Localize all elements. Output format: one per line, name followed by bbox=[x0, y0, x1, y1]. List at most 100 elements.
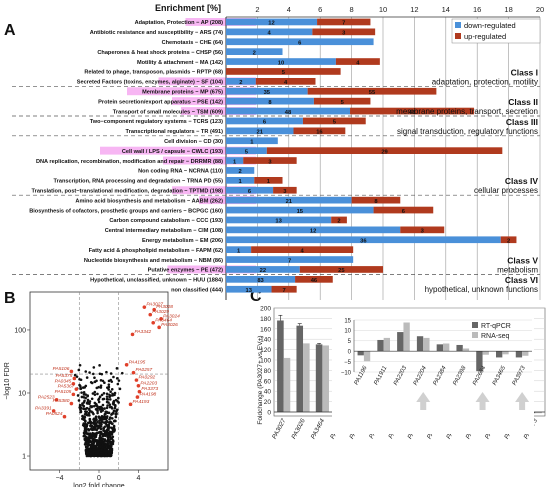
bar-down-regulated bbox=[226, 216, 332, 224]
volcano-point bbox=[105, 440, 109, 443]
bar-rna-seq bbox=[322, 345, 329, 412]
volcano-point bbox=[92, 366, 96, 369]
bar-up-regulated bbox=[302, 117, 366, 125]
volcano-point bbox=[88, 419, 92, 423]
volcano-point bbox=[113, 406, 117, 410]
class-name: Class III bbox=[506, 117, 538, 127]
bar-rna-seq bbox=[283, 357, 291, 412]
bar-count-label-down: 2 bbox=[253, 50, 256, 56]
category-label: Transcription, RNA processing and degrad… bbox=[54, 179, 224, 185]
significant-point bbox=[72, 376, 77, 381]
volcano-point bbox=[83, 413, 87, 416]
point-label: PA3027 bbox=[146, 302, 163, 308]
point-label: PA4193 bbox=[133, 399, 150, 405]
volcano-point bbox=[83, 431, 86, 434]
volcano-point bbox=[109, 372, 113, 375]
volcano-point bbox=[97, 416, 101, 419]
point-label: PA3028 bbox=[156, 304, 173, 310]
inset-bar-rt-qpcr bbox=[436, 344, 443, 352]
volcano-point bbox=[105, 415, 109, 419]
volcano-point bbox=[82, 407, 85, 411]
bar-count-label-down: 1 bbox=[237, 248, 241, 254]
volcano-point bbox=[92, 420, 96, 424]
category-label: Transport of small molecules − TSM (609) bbox=[113, 109, 223, 115]
category-label: Adaptation, Protection − AP (208) bbox=[135, 20, 224, 26]
volcano-point bbox=[104, 452, 108, 455]
volcano-point bbox=[98, 395, 102, 399]
volcano-point bbox=[73, 373, 77, 377]
bar-down-regulated bbox=[226, 127, 294, 135]
volcano-point bbox=[101, 415, 105, 419]
bar-count-label-down: 36 bbox=[360, 239, 367, 245]
volcano-point bbox=[96, 411, 99, 415]
bar-count-label-down: 6 bbox=[248, 189, 252, 195]
volcano-point bbox=[80, 395, 84, 399]
volcano-point bbox=[80, 391, 83, 394]
y-tick-label: 20 bbox=[264, 399, 272, 406]
volcano-point bbox=[114, 398, 118, 402]
bar-count-label-down: 21 bbox=[257, 130, 264, 136]
bar-up-regulated bbox=[500, 236, 517, 244]
y-tick-label: 40 bbox=[264, 389, 272, 396]
bar-down-regulated bbox=[226, 38, 374, 46]
bar-count-label-up: 16 bbox=[316, 130, 323, 136]
category-label: Putative enzymes − PE (472) bbox=[148, 268, 224, 274]
volcano-point bbox=[110, 387, 114, 391]
volcano-point bbox=[78, 377, 81, 381]
class-name: Class VI bbox=[505, 275, 538, 285]
volcano-point bbox=[88, 371, 91, 374]
inset-pointer-arrow bbox=[416, 392, 431, 410]
category-label: Antibiotic resistance and susceptibility… bbox=[90, 30, 223, 36]
significant-point bbox=[69, 401, 74, 406]
volcano-point bbox=[105, 392, 109, 396]
volcano-point bbox=[107, 388, 110, 391]
volcano-point bbox=[112, 409, 116, 413]
volcano-point bbox=[110, 449, 114, 453]
volcano-point bbox=[91, 433, 94, 436]
class-description: adaptation, protection, motility bbox=[432, 77, 538, 86]
inset-y-tick-label: −5 bbox=[344, 360, 352, 366]
bar-count-label-up: 3 bbox=[421, 229, 425, 235]
volcano-point bbox=[92, 453, 95, 457]
panel-b-letter: B bbox=[4, 290, 16, 307]
y-tick-label: 10 bbox=[18, 390, 26, 397]
inset-pointer-arrow bbox=[475, 392, 490, 410]
x-tick-label: 20 bbox=[536, 5, 544, 14]
label-highlight bbox=[181, 107, 256, 115]
volcano-point bbox=[96, 452, 99, 455]
inset-bar-rna-seq bbox=[482, 351, 489, 355]
volcano-point bbox=[97, 439, 101, 442]
bar-count-label-up: 3 bbox=[283, 189, 287, 195]
volcano-point bbox=[96, 409, 99, 413]
bar-up-regulated bbox=[295, 276, 333, 283]
class-name: Class II bbox=[508, 97, 538, 107]
category-label: DNA replication, recombination, modifica… bbox=[36, 159, 223, 165]
bar-count-label-up: 2 bbox=[337, 219, 340, 225]
volcano-point bbox=[87, 411, 91, 415]
volcano-point bbox=[109, 398, 112, 401]
bar-rt-qpcr bbox=[296, 325, 304, 412]
significant-point bbox=[128, 402, 133, 407]
volcano-point bbox=[97, 398, 100, 402]
bar-count-label-down: 1 bbox=[250, 140, 254, 146]
bar-down-regulated bbox=[226, 58, 336, 65]
significant-point bbox=[62, 414, 67, 419]
volcano-point bbox=[79, 384, 82, 388]
legend-entry: up-regulated bbox=[464, 32, 506, 41]
volcano-point bbox=[99, 379, 103, 382]
category-label: Related to phage, transposon, plasmids −… bbox=[84, 70, 223, 76]
point-label: PA3373 bbox=[141, 386, 158, 392]
significant-point bbox=[148, 312, 153, 317]
point-label: PA2203 bbox=[140, 380, 157, 386]
bar-count-label-up: 55 bbox=[369, 90, 376, 96]
volcano-point bbox=[81, 403, 84, 407]
volcano-point bbox=[84, 422, 87, 426]
volcano-point bbox=[75, 375, 79, 378]
category-label: Cell division − CD (30) bbox=[164, 139, 223, 145]
volcano-point bbox=[93, 376, 96, 380]
legend-swatch bbox=[455, 33, 461, 39]
volcano-point bbox=[97, 431, 101, 434]
bar-rt-qpcr bbox=[315, 344, 323, 412]
volcano-point bbox=[103, 381, 106, 385]
bar-count-label-up: 4 bbox=[301, 248, 305, 254]
